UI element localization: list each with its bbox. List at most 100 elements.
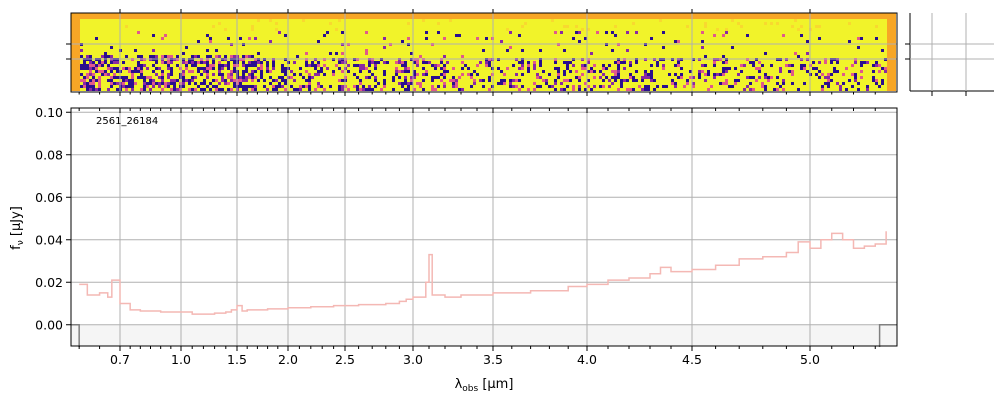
- heatmap-cell: [269, 16, 272, 19]
- heatmap-cell: [131, 28, 134, 31]
- heatmap-cell: [593, 28, 596, 31]
- heatmap-cell: [419, 25, 422, 28]
- heatmap-cell: [518, 22, 521, 25]
- heatmap-cell: [791, 49, 794, 52]
- heatmap-cell: [248, 37, 251, 40]
- heatmap-cell: [773, 28, 776, 31]
- heatmap-cell: [176, 40, 179, 43]
- heatmap-cell: [383, 49, 386, 52]
- heatmap-cell: [419, 46, 422, 49]
- heatmap-cell: [233, 55, 236, 58]
- heatmap-cell: [665, 37, 668, 40]
- heatmap-cell: [419, 31, 422, 34]
- heatmap-cell: [482, 28, 485, 31]
- heatmap-cell: [482, 55, 485, 58]
- heatmap-cell: [755, 37, 758, 40]
- heatmap-cell: [125, 52, 128, 55]
- heatmap-cell: [869, 13, 872, 16]
- heatmap-cell: [734, 22, 737, 25]
- heatmap-cell: [251, 28, 254, 31]
- heatmap-cell: [266, 16, 269, 19]
- heatmap-cell: [428, 40, 431, 43]
- heatmap-cell: [776, 55, 779, 58]
- heatmap-cell: [134, 13, 137, 16]
- heatmap-cell: [146, 28, 149, 31]
- heatmap-cell: [551, 52, 554, 55]
- heatmap-cell: [830, 19, 833, 22]
- heatmap-cell: [293, 46, 296, 49]
- heatmap-cell: [272, 19, 275, 22]
- heatmap-cell: [539, 28, 542, 31]
- heatmap-cell: [152, 37, 155, 40]
- heatmap-cell: [407, 40, 410, 43]
- heatmap-cell: [206, 31, 209, 34]
- heatmap-cell: [884, 61, 887, 64]
- heatmap-cell: [77, 46, 80, 49]
- heatmap-cell: [173, 49, 176, 52]
- heatmap-cell: [194, 25, 197, 28]
- heatmap-cell: [590, 49, 593, 52]
- heatmap-cell: [347, 49, 350, 52]
- heatmap-cell: [239, 52, 242, 55]
- heatmap-cell: [383, 19, 386, 22]
- heatmap-cell: [434, 31, 437, 34]
- heatmap-cell: [350, 25, 353, 28]
- heatmap-cell: [680, 28, 683, 31]
- heatmap-cell: [383, 37, 386, 40]
- heatmap-cell: [761, 19, 764, 22]
- heatmap-cell: [284, 31, 287, 34]
- heatmap-cell: [365, 34, 368, 37]
- heatmap-cell: [785, 16, 788, 19]
- heatmap-cell: [893, 64, 896, 67]
- heatmap-cell: [470, 13, 473, 16]
- heatmap-cell: [356, 52, 359, 55]
- heatmap-cell: [854, 40, 857, 43]
- heatmap-cell: [674, 19, 677, 22]
- heatmap-cell: [617, 37, 620, 40]
- heatmap-cell: [305, 49, 308, 52]
- heatmap-cell: [674, 37, 677, 40]
- heatmap-cell: [107, 40, 110, 43]
- heatmap-cell: [740, 31, 743, 34]
- heatmap-cell: [713, 61, 716, 64]
- heatmap-cell: [368, 34, 371, 37]
- heatmap-cell: [686, 25, 689, 28]
- heatmap-cell: [440, 64, 443, 67]
- heatmap-cell: [797, 22, 800, 25]
- heatmap-cell: [845, 22, 848, 25]
- heatmap-cell: [878, 52, 881, 55]
- heatmap-cell: [545, 34, 548, 37]
- heatmap-cell: [701, 34, 704, 37]
- heatmap-cell: [698, 52, 701, 55]
- heatmap-cell: [140, 40, 143, 43]
- heatmap-cell: [407, 13, 410, 16]
- heatmap-cell: [146, 31, 149, 34]
- heatmap-cell: [665, 52, 668, 55]
- heatmap-cell: [122, 46, 125, 49]
- heatmap-cell: [530, 19, 533, 22]
- heatmap-cell: [92, 49, 95, 52]
- heatmap-cell: [830, 22, 833, 25]
- heatmap-cell: [404, 34, 407, 37]
- heatmap-cell: [74, 55, 77, 58]
- heatmap-cell: [554, 40, 557, 43]
- heatmap-cell: [497, 49, 500, 52]
- heatmap-cell: [851, 19, 854, 22]
- heatmap-cell: [689, 49, 692, 52]
- heatmap-cell: [395, 19, 398, 22]
- heatmap-cell: [551, 46, 554, 49]
- heatmap-cell: [362, 34, 365, 37]
- heatmap-cell: [476, 25, 479, 28]
- heatmap-cell: [476, 64, 479, 67]
- heatmap-cell: [548, 40, 551, 43]
- heatmap-cell: [602, 19, 605, 22]
- heatmap-cell: [617, 52, 620, 55]
- heatmap-cell: [485, 37, 488, 40]
- heatmap-cell: [863, 22, 866, 25]
- heatmap-cell: [359, 37, 362, 40]
- heatmap-cell: [233, 49, 236, 52]
- heatmap-cell: [734, 64, 737, 67]
- heatmap-cell: [443, 16, 446, 19]
- heatmap-cell: [599, 16, 602, 19]
- heatmap-cell: [782, 46, 785, 49]
